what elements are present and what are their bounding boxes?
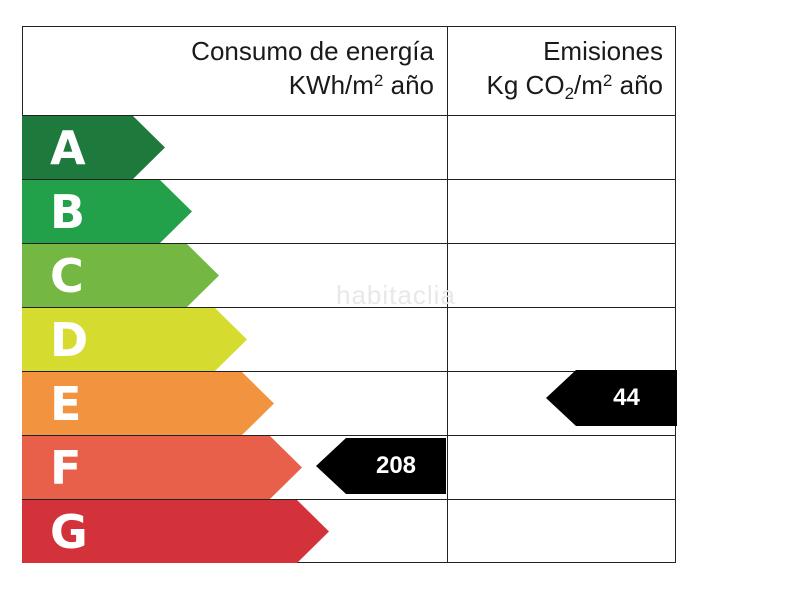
band-f: F — [22, 436, 302, 499]
emissions-rating-marker: 44 — [546, 370, 677, 426]
row-divider — [22, 371, 676, 372]
band-letter: A — [50, 121, 86, 175]
row-divider — [22, 499, 676, 500]
row-divider — [22, 307, 676, 308]
band-letter: E — [50, 377, 82, 431]
band-e: E — [22, 372, 274, 435]
row-divider — [22, 179, 676, 180]
band-c: C — [22, 244, 219, 307]
energy-consumption-header: Consumo de energía KWh/m2 año — [60, 34, 434, 102]
band-letter: G — [50, 505, 88, 559]
band-d: D — [22, 308, 247, 371]
emissions-header-title: Emisiones — [543, 36, 663, 66]
row-divider — [22, 435, 676, 436]
band-letter: D — [50, 313, 89, 367]
energy-rating-marker: 208 — [316, 438, 446, 494]
emissions-header-unit: Kg CO2/m2 año — [486, 70, 663, 103]
energy-header-unit: KWh/m2 año — [288, 70, 434, 100]
column-divider — [447, 26, 448, 563]
emissions-header: Emisiones Kg CO2/m2 año — [449, 34, 663, 102]
row-divider — [22, 243, 676, 244]
band-letter: F — [50, 441, 82, 495]
band-b: B — [22, 180, 192, 243]
band-letter: B — [50, 185, 86, 239]
band-a: A — [22, 116, 165, 179]
band-g: G — [22, 500, 329, 563]
energy-header-title: Consumo de energía — [191, 36, 434, 66]
watermark: habitaclia — [336, 280, 456, 310]
band-letter: C — [50, 249, 84, 303]
row-divider — [22, 115, 676, 116]
